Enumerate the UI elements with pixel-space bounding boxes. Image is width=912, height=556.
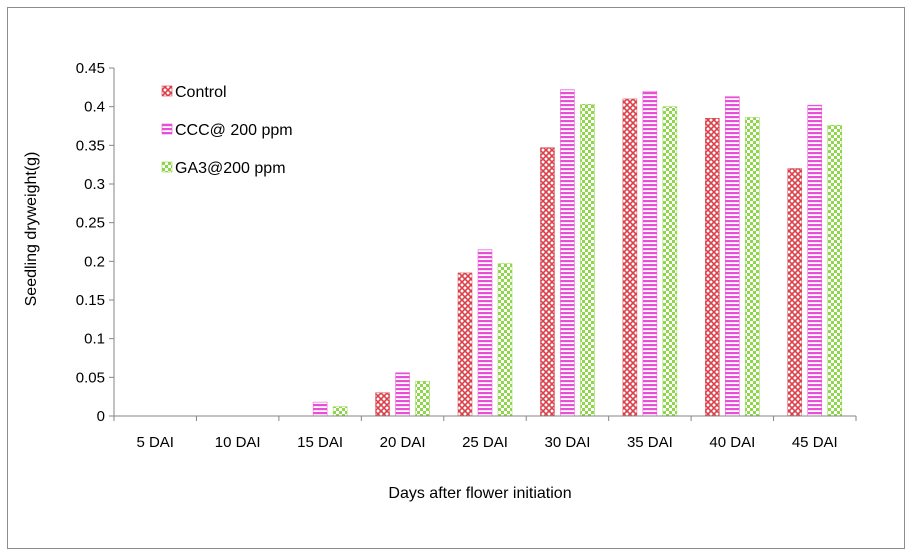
bar-ccc-200-ppm-45-dai xyxy=(807,104,823,417)
bar-ga3-200-ppm-30-dai xyxy=(580,104,595,417)
bar-ccc-200-ppm-20-dai xyxy=(395,372,410,417)
legend-swatch-control xyxy=(161,85,173,97)
bar-ga3-200-ppm-15-dai xyxy=(332,406,348,417)
bar-ccc-200-ppm-15-dai xyxy=(312,401,328,417)
legend-swatch-ccc xyxy=(161,123,173,135)
bar-control-40-dai xyxy=(705,118,720,417)
axes xyxy=(113,68,856,417)
bar-control-30-dai xyxy=(540,147,555,417)
bar-control-45-dai xyxy=(787,168,803,417)
y-tick-label: 0.2 xyxy=(84,253,105,270)
x-tick-label: 10 DAI xyxy=(215,434,261,451)
bar-ccc-200-ppm-30-dai xyxy=(560,89,575,417)
x-tick-label: 30 DAI xyxy=(545,434,591,451)
bar-control-20-dai xyxy=(375,392,390,417)
bar-ccc-200-ppm-25-dai xyxy=(477,249,493,417)
y-tick-label: 0.1 xyxy=(84,331,105,348)
bar-ccc-200-ppm-40-dai xyxy=(725,96,740,417)
x-tick-label: 15 DAI xyxy=(297,434,343,451)
x-tick-label: 45 DAI xyxy=(792,434,838,451)
y-tick-label: 0.15 xyxy=(76,292,105,309)
bar-control-25-dai xyxy=(457,272,473,417)
legend: Control CCC@ 200 ppm GA3@200 ppm xyxy=(161,84,293,177)
bar-ga3-200-ppm-20-dai xyxy=(415,380,430,417)
bar-ccc-200-ppm-35-dai xyxy=(642,90,658,417)
x-axis-ticks: 5 DAI 10 DAI 15 DAI 20 DAI 25 DAI 30 DAI 35 DA… xyxy=(113,416,857,451)
bar-ga3-200-ppm-45-dai xyxy=(827,124,843,417)
bar-control-35-dai xyxy=(622,98,638,417)
legend-label-ccc: CCC@ 200 ppm xyxy=(175,122,293,139)
bar-ga3-200-ppm-40-dai xyxy=(745,117,760,417)
bar-ga3-200-ppm-25-dai xyxy=(497,263,513,417)
y-tick-label: 0.25 xyxy=(76,215,105,232)
y-tick-label: 0.4 xyxy=(84,99,105,116)
y-axis-title: Seedling dryweight(g) xyxy=(23,152,40,307)
y-tick-label: 0 xyxy=(97,408,105,425)
x-tick-label: 25 DAI xyxy=(462,434,508,451)
y-tick-label: 0.05 xyxy=(76,369,105,386)
legend-label-control: Control xyxy=(175,84,227,101)
bar-series xyxy=(312,89,843,417)
y-axis-ticks: 0 0.05 0.1 0.15 0.2 0.25 0.3 0.35 0.4 0.45 xyxy=(76,60,114,425)
legend-label-ga3: GA3@200 ppm xyxy=(175,160,286,177)
x-tick-label: 20 DAI xyxy=(380,434,426,451)
y-tick-label: 0.35 xyxy=(76,137,105,154)
x-axis-title: Days after flower initiation xyxy=(388,485,571,502)
legend-swatch-ga3 xyxy=(161,161,173,173)
x-tick-label: 5 DAI xyxy=(136,434,174,451)
x-tick-label: 35 DAI xyxy=(627,434,673,451)
x-tick-label: 40 DAI xyxy=(709,434,755,451)
y-tick-label: 0.45 xyxy=(76,60,105,77)
bar-ga3-200-ppm-35-dai xyxy=(662,106,678,417)
y-tick-label: 0.3 xyxy=(84,176,105,193)
